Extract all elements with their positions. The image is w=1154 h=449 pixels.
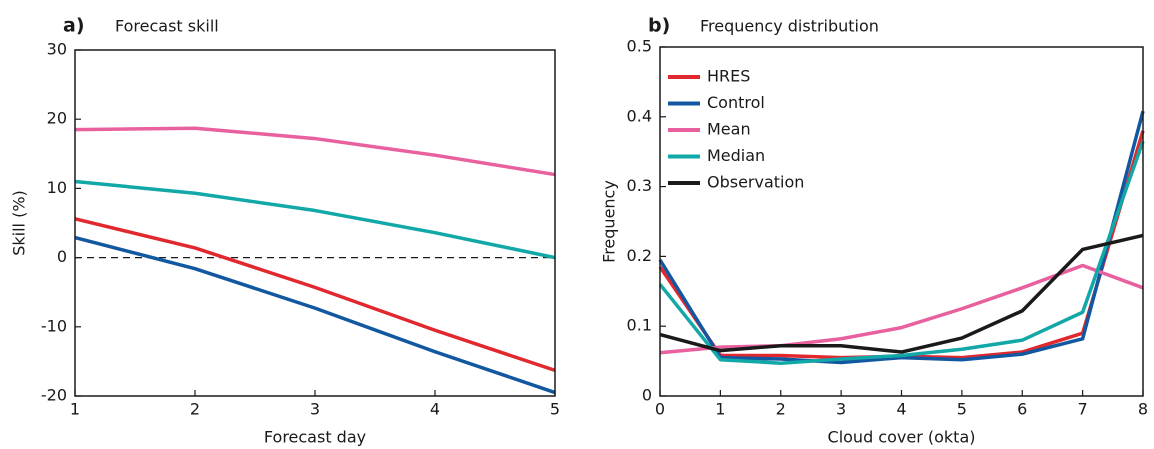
x-tick-label: 5 (550, 400, 560, 419)
panel-label: a) (63, 15, 85, 37)
plot-frame (659, 46, 1144, 397)
x-tick-label: 3 (310, 400, 320, 419)
x-tick-label: 4 (896, 400, 906, 419)
panel-label: b) (648, 15, 670, 37)
y-tick-label: 30 (47, 40, 67, 59)
y-tick-label: -20 (41, 386, 67, 405)
x-tick-label: 8 (1138, 400, 1148, 419)
x-tick-label: 5 (957, 400, 967, 419)
chart-title: Frequency distribution (700, 17, 879, 36)
y-tick-label: 0 (642, 386, 652, 405)
y-tick-label: 0.4 (627, 106, 652, 125)
data-line (659, 263, 1144, 355)
chart-title: Forecast skill (115, 17, 219, 36)
legend-label: Observation (707, 173, 804, 192)
legend-label: Mean (707, 120, 751, 139)
x-tick-label: 1 (70, 400, 80, 419)
y-tick-label: 0.3 (627, 176, 652, 195)
legend-label: Median (707, 146, 765, 165)
plot-frame (74, 49, 556, 397)
x-tick-label: 2 (190, 400, 200, 419)
data-line (659, 233, 1144, 354)
x-tick-label: 0 (655, 400, 665, 419)
x-tick-label: 7 (1078, 400, 1088, 419)
y-tick-label: 20 (47, 109, 67, 128)
data-line (74, 235, 556, 395)
legend-label: Control (707, 93, 765, 112)
y-tick-label: 0.1 (627, 316, 652, 335)
data-line (74, 126, 556, 177)
y-tick-label: 0 (57, 247, 67, 266)
y-axis-label: Skill (%) (10, 190, 29, 256)
y-tick-label: 0.2 (627, 246, 652, 265)
x-axis-label: Forecast day (264, 428, 366, 447)
data-line (658, 110, 1145, 365)
y-tick-label: 0.5 (627, 37, 652, 56)
x-tick-label: 3 (836, 400, 846, 419)
x-tick-label: 6 (1017, 400, 1027, 419)
y-tick-label: 10 (47, 178, 67, 197)
x-tick-label: 2 (776, 400, 786, 419)
data-line (74, 217, 556, 373)
x-axis-label: Cloud cover (okta) (828, 428, 976, 447)
x-tick-label: 1 (715, 400, 725, 419)
y-tick-label: -10 (41, 316, 67, 335)
x-tick-label: 4 (430, 400, 440, 419)
y-axis-label: Frequency (600, 180, 619, 263)
legend-label: HRES (707, 67, 750, 86)
data-line (658, 140, 1145, 365)
data-line (74, 179, 556, 260)
